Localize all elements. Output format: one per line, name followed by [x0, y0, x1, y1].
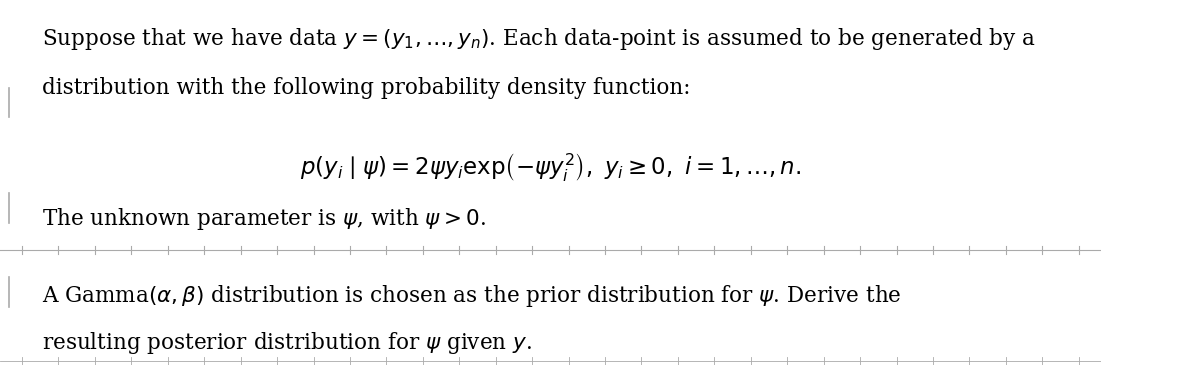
- Text: A Gamma$(\alpha,\beta)$ distribution is chosen as the prior distribution for $\p: A Gamma$(\alpha,\beta)$ distribution is …: [42, 283, 901, 309]
- Text: distribution with the following probability density function:: distribution with the following probabil…: [42, 77, 690, 99]
- Text: Suppose that we have data $y = (y_1,\ldots,y_n)$. Each data-point is assumed to : Suppose that we have data $y = (y_1,\ldo…: [42, 26, 1036, 51]
- Text: resulting posterior distribution for $\psi$ given $y$.: resulting posterior distribution for $\p…: [42, 330, 532, 356]
- Text: The unknown parameter is $\psi$, with $\psi > 0$.: The unknown parameter is $\psi$, with $\…: [42, 206, 486, 232]
- Text: $p(y_i\mid\psi) = 2\psi y_i\exp\!\left(-\psi y_i^2\right),\ y_i\geq 0,\ i=1,\ldo: $p(y_i\mid\psi) = 2\psi y_i\exp\!\left(-…: [300, 151, 802, 184]
